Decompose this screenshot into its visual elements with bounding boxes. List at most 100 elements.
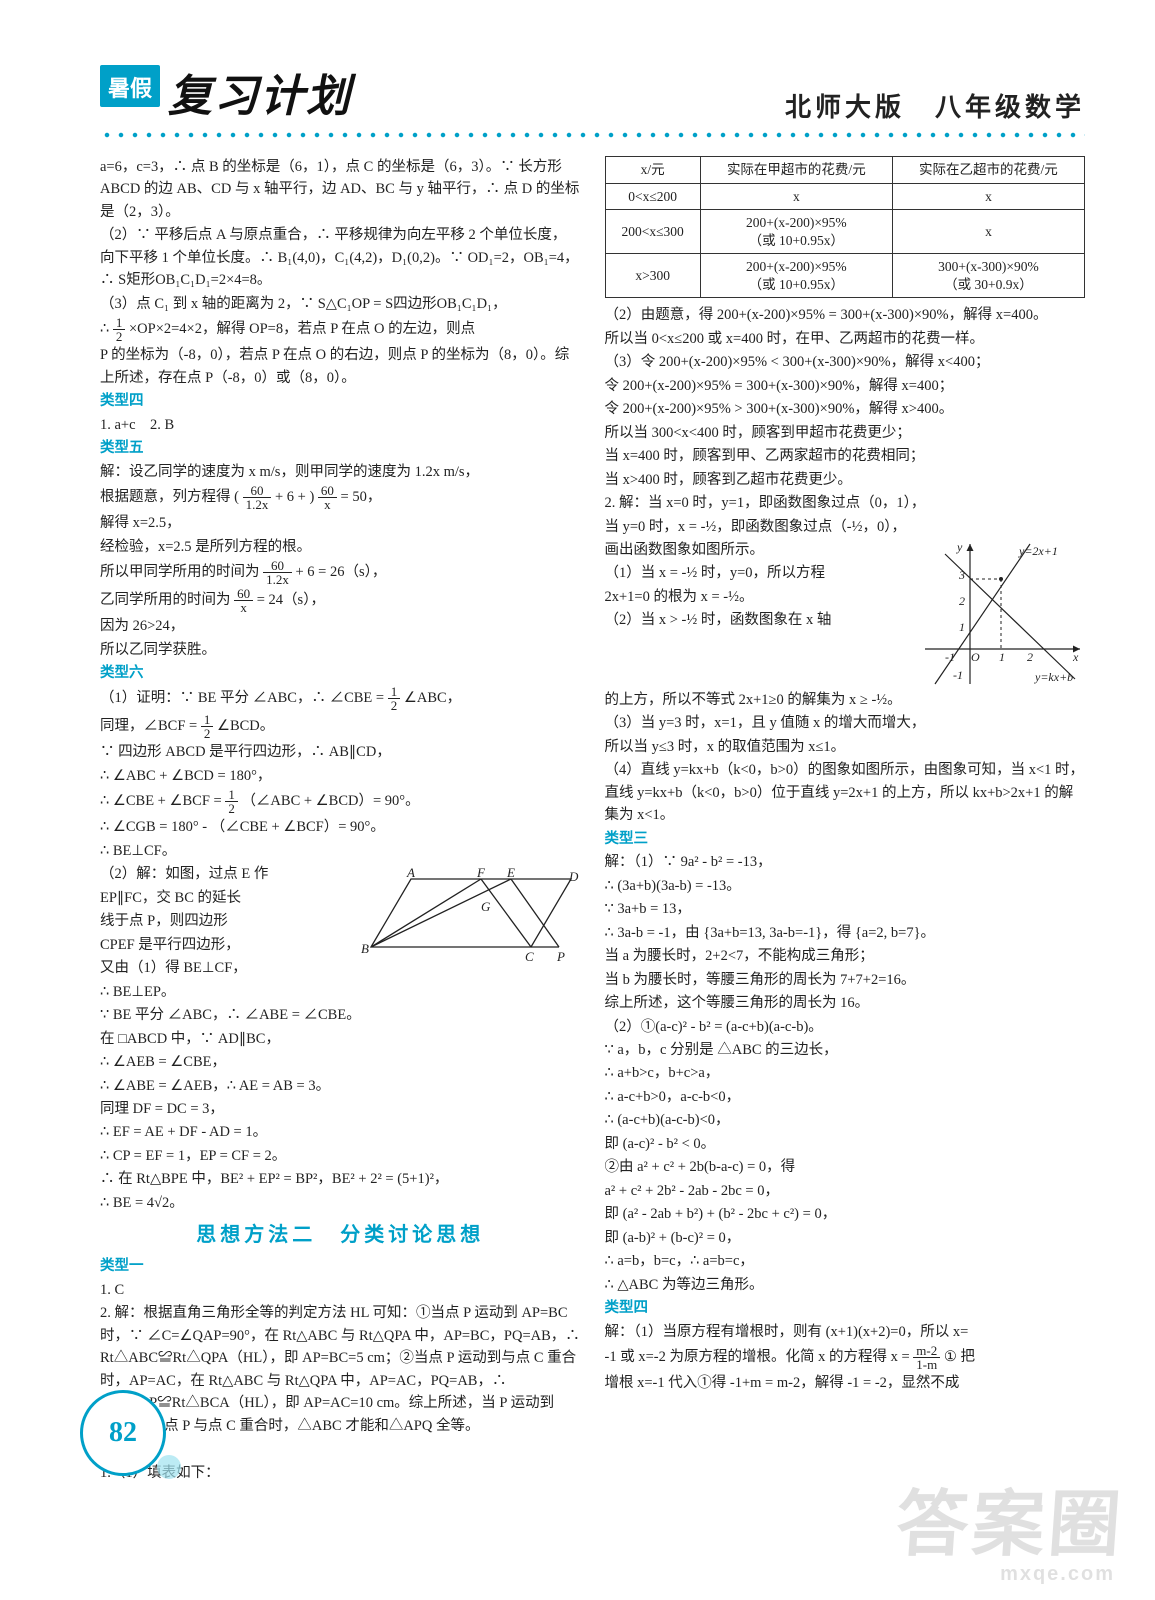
lbl-E: E: [506, 867, 515, 880]
text: 即 (a-b)² + (b-c)² = 0，: [605, 1227, 1086, 1249]
th: x/元: [605, 157, 700, 184]
category-label: 类型六: [100, 662, 581, 684]
text: ∵ 四边形 ABCD 是平行四边形，∴ AB∥CD，: [100, 741, 581, 763]
lbl-F: F: [476, 867, 486, 880]
td: 200+(x-200)×95% （或 10+0.95x）: [700, 210, 892, 254]
text: （2）解：如图，过点 E 作: [100, 863, 353, 885]
t: 根据题意，列方程得: [100, 489, 234, 505]
text: 解：设乙同学的速度为 x m/s，则甲同学的速度为 1.2x m/s，: [100, 461, 581, 483]
text: 1. a+c 2. B: [100, 414, 581, 436]
lbl-A: A: [406, 867, 415, 880]
svg-text:1: 1: [959, 620, 965, 634]
parallelogram-diagram: A F E D B C P G: [361, 867, 581, 967]
t: = 24（s），: [257, 592, 325, 608]
text: ∴ a+b>c，b+c>a，: [605, 1062, 1086, 1084]
text: 2x+1=0 的根为 x = -½。: [605, 586, 910, 608]
svg-text:2: 2: [959, 594, 965, 608]
text: ∴ △ABC 为等边三角形。: [605, 1274, 1086, 1296]
text: 画出函数图象如图所示。: [605, 539, 910, 561]
text: ∴ 3a-b = -1，由 {3a+b=13, 3a-b=-1}，得 {a=2,…: [605, 922, 1086, 944]
badge: 暑假: [100, 65, 160, 107]
text: ∴ a-c+b>0，a-c-b<0，: [605, 1086, 1086, 1108]
svg-text:O: O: [971, 650, 980, 664]
text: 当 a 为腰长时，2+2<7，不能构成三角形；: [605, 945, 1086, 967]
fraction: 60x: [318, 484, 337, 511]
axis-x: x: [1072, 650, 1079, 664]
text: a² + c² + 2b² - 2ab - 2bc = 0，: [605, 1180, 1086, 1202]
text: a=6，c=3，∴ 点 B 的坐标是（6，1），点 C 的坐标是（6，3）。∵ …: [100, 156, 581, 223]
text: （4）直线 y=kx+b（k<0，b>0）的图象如图所示，由图象可知，当 x<1…: [605, 759, 1086, 826]
th: 实际在甲超市的花费/元: [700, 157, 892, 184]
td: x: [892, 183, 1084, 210]
text: ∴ CP = EF = 1，EP = CF = 2。: [100, 1145, 581, 1167]
page-number-badge: 82: [80, 1390, 166, 1476]
text: ∴ BE = 4√2。: [100, 1192, 581, 1214]
section-title: 思想方法二 分类讨论思想: [100, 1220, 581, 1251]
line-graph: x y O 1 2 -1 1 2 3 y=2x+1 y=kx+b -1: [915, 539, 1085, 689]
axis-y: y: [956, 540, 963, 554]
text: ∴ ∠CBE + ∠BCF = 12 （∠ABC + ∠BCD）= 90°。: [100, 788, 581, 815]
text: （1）证明：∵ BE 平分 ∠ABC，∴ ∠CBE = 12 ∠ABC，: [100, 685, 581, 712]
fraction: 12: [388, 685, 401, 712]
text: 当 x>400 时，顾客到乙超市花费更少。: [605, 469, 1086, 491]
t: + 6 = 26（s），: [296, 564, 387, 580]
category-label: 类型四: [605, 1297, 1086, 1319]
watermark: 答案圈: [893, 1465, 1128, 1570]
t: 乙同学所用的时间为: [100, 592, 234, 608]
text: ∴ ∠ABE = ∠AEB，∴ AE = AB = 3。: [100, 1075, 581, 1097]
text: 解：（1）当原方程有增根时，则有 (x+1)(x+2)=0，所以 x=: [605, 1321, 1086, 1343]
lbl-P: P: [556, 949, 565, 964]
text: 根据题意，列方程得 ( 601.2x + 6 + ) 60x = 50，: [100, 484, 581, 511]
category-label: 类型一: [100, 1255, 581, 1277]
text: 令 200+(x-200)×95% > 300+(x-300)×90%，解得 x…: [605, 398, 1086, 420]
text: 所以甲同学所用的时间为 601.2x + 6 = 26（s），: [100, 559, 581, 586]
td: x>300: [605, 254, 700, 298]
text: （2）∵ 平移后点 A 与原点重合，∴ 平移规律为向左平移 2 个单位长度，向下…: [100, 224, 581, 291]
lbl-D: D: [568, 869, 579, 884]
td: 200+(x-200)×95% （或 10+0.95x）: [700, 254, 892, 298]
table-row: 0<x≤200 x x: [605, 183, 1085, 210]
text: 乙同学所用的时间为 60x = 24（s），: [100, 587, 581, 614]
fraction: 601.2x: [263, 559, 292, 586]
fraction: 601.2x: [243, 484, 272, 511]
price-table: x/元 实际在甲超市的花费/元 实际在乙超市的花费/元 0<x≤200 x x …: [605, 156, 1086, 298]
page-header: 暑假 复习计划 北师大版 八年级数学: [100, 60, 1085, 124]
t: ∠ABC，: [404, 690, 461, 706]
watermark-sub: mxqe.com: [1000, 1563, 1115, 1586]
t: + 6 +: [275, 489, 309, 505]
svg-text:-1: -1: [945, 650, 955, 664]
text: 即 (a² - 2ab + b²) + (b² - 2bc + c²) = 0，: [605, 1203, 1086, 1225]
text: 所以当 0<x≤200 或 x=400 时，在甲、乙两超市的花费一样。: [605, 328, 1086, 350]
td: 300+(x-300)×90% （或 30+0.9x）: [892, 254, 1084, 298]
t: ∴ ∠CBE + ∠BCF =: [100, 793, 225, 809]
text: -1 或 x=-2 为原方程的增根。化简 x 的方程得 x = m-21-m ①…: [605, 1344, 1086, 1371]
text: CPEF 是平行四边形，: [100, 934, 353, 956]
svg-text:2: 2: [1027, 650, 1033, 664]
text: 解：（1）∵ 9a² - b² = -13，: [605, 851, 1086, 873]
text: 所以当 y≤3 时，x 的取值范围为 x≤1。: [605, 736, 1086, 758]
text: 的上方，所以不等式 2x+1≥0 的解集为 x ≥ -½。: [605, 689, 1086, 711]
table-row: x>300 200+(x-200)×95% （或 10+0.95x） 300+(…: [605, 254, 1085, 298]
text: （1）当 x = -½ 时，y=0，所以方程: [605, 562, 910, 584]
category-label: 类型四: [100, 390, 581, 412]
text: 当 x=400 时，顾客到甲、乙两家超市的花费相同；: [605, 445, 1086, 467]
content-columns: a=6，c=3，∴ 点 B 的坐标是（6，1），点 C 的坐标是（6，3）。∵ …: [100, 156, 1085, 1485]
category-label: 类型五: [100, 437, 581, 459]
t: -1 或 x=-2 为原方程的增根。化简 x 的方程得 x =: [605, 1349, 914, 1365]
th: 实际在乙超市的花费/元: [892, 157, 1084, 184]
t: 同理，∠BCF =: [100, 718, 201, 734]
text: 所以当 300<x<400 时，顾客到甲超市花费更少；: [605, 422, 1086, 444]
text: （2）由题意，得 200+(x-200)×95% = 300+(x-300)×9…: [605, 304, 1086, 326]
fraction: 60x: [234, 587, 253, 614]
text: 综上所述，这个等腰三角形的周长为 16。: [605, 992, 1086, 1014]
text: 当 b 为腰长时，等腰三角形的周长为 7+7+2=16。: [605, 969, 1086, 991]
left-column: a=6，c=3，∴ 点 B 的坐标是（6，1），点 C 的坐标是（6，3）。∵ …: [100, 156, 581, 1485]
t: 所以甲同学所用的时间为: [100, 564, 263, 580]
text: 令 200+(x-200)×95% = 300+(x-300)×90%，解得 x…: [605, 375, 1086, 397]
text: （3）令 200+(x-200)×95% < 300+(x-300)×90%，解…: [605, 351, 1086, 373]
fraction: 12: [201, 713, 214, 740]
right-column: x/元 实际在甲超市的花费/元 实际在乙超市的花费/元 0<x≤200 x x …: [605, 156, 1086, 1485]
svg-text:3: 3: [958, 568, 965, 582]
td: 200<x≤300: [605, 210, 700, 254]
text: 同理，∠BCF = 12 ∠BCD。: [100, 713, 581, 740]
